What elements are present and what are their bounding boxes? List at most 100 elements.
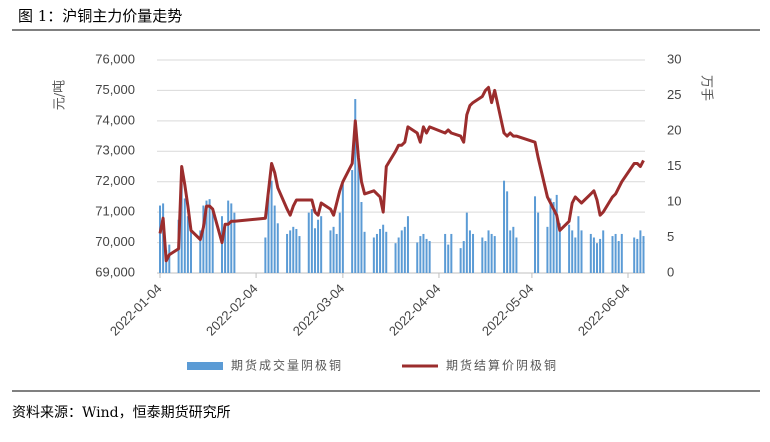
bar	[462, 241, 465, 273]
bar	[447, 244, 450, 273]
bar	[558, 223, 561, 273]
bar	[351, 170, 354, 273]
bar	[338, 212, 341, 273]
bar	[394, 243, 397, 273]
bar	[341, 184, 344, 273]
y-tick-label: 71,000	[95, 204, 135, 219]
bar	[320, 216, 323, 273]
bar	[425, 238, 428, 273]
bar	[468, 230, 471, 273]
bar	[577, 216, 580, 273]
bar	[419, 236, 422, 273]
bar	[168, 244, 171, 273]
bar	[406, 216, 409, 273]
bar	[286, 233, 289, 273]
bar	[503, 180, 506, 273]
bar	[599, 238, 602, 273]
bar	[534, 196, 537, 273]
bar	[211, 209, 214, 273]
bar	[400, 230, 403, 273]
bar	[490, 233, 493, 273]
bar	[397, 237, 400, 273]
price-line	[158, 85, 645, 263]
bar	[472, 233, 475, 273]
y-tick-label: 76,000	[95, 51, 135, 66]
y-tick-label: 69,000	[95, 264, 135, 279]
bar	[580, 230, 583, 273]
legend-swatch	[187, 362, 223, 370]
bar	[267, 191, 270, 273]
bar	[202, 205, 205, 273]
bar	[484, 241, 487, 273]
bar	[642, 236, 645, 273]
bar	[537, 212, 540, 273]
legend-label: 期货结算价阴极铜	[446, 358, 558, 373]
bar	[329, 230, 332, 273]
bar	[332, 226, 335, 273]
y-tick-label: 75,000	[95, 82, 135, 97]
bar	[295, 228, 298, 273]
bar	[620, 233, 623, 273]
bar	[465, 212, 468, 273]
bar	[509, 230, 512, 273]
bar	[589, 233, 592, 273]
bar	[379, 228, 382, 273]
x-tick-label: 2022-04-04	[386, 281, 444, 339]
bar	[220, 216, 223, 273]
bar	[574, 237, 577, 273]
chart-title: 图 1：沪铜主力价量走势	[18, 7, 182, 25]
bar	[487, 230, 490, 273]
bar	[571, 230, 574, 273]
y-tick-label: 73,000	[95, 143, 135, 158]
bar	[617, 241, 620, 273]
bar	[375, 233, 378, 273]
y2-tick-label: 25	[667, 87, 681, 102]
bar	[515, 237, 518, 273]
bar	[363, 231, 366, 273]
y2-axis-label: 万手	[699, 75, 714, 101]
bar	[317, 219, 320, 273]
bar	[270, 180, 273, 273]
bar	[276, 223, 279, 273]
bar	[298, 236, 301, 273]
bar	[233, 212, 236, 273]
bar	[292, 226, 295, 273]
bar	[639, 230, 642, 273]
x-tick-label: 2022-02-04	[203, 281, 261, 339]
bar	[549, 198, 552, 273]
bar	[230, 203, 233, 273]
bar	[592, 237, 595, 273]
bar	[512, 226, 515, 273]
bar	[382, 224, 385, 273]
bar	[568, 224, 571, 273]
legend-label: 期货成交量阴极铜	[231, 358, 343, 373]
bar	[189, 226, 192, 273]
bar	[335, 233, 338, 273]
bar	[264, 237, 267, 273]
bar	[444, 233, 447, 273]
bar	[416, 242, 419, 273]
bar	[450, 233, 453, 273]
y-tick-label: 70,000	[95, 234, 135, 249]
x-tick-label: 2022-01-04	[107, 281, 165, 339]
x-tick-label: 2022-05-04	[479, 281, 537, 339]
bar	[602, 230, 605, 273]
bar	[289, 230, 292, 273]
y-tick-label: 74,000	[95, 112, 135, 127]
y-axis-label: 元/吨	[53, 80, 68, 110]
bar	[199, 230, 202, 273]
bar	[205, 200, 208, 273]
bar	[186, 216, 189, 273]
bar	[493, 236, 496, 273]
bar	[428, 241, 431, 273]
bar	[307, 212, 310, 273]
bar	[180, 183, 183, 273]
bar	[552, 202, 555, 273]
bar	[459, 248, 462, 273]
bar	[546, 226, 549, 273]
bar	[506, 191, 509, 273]
y2-tick-label: 10	[667, 193, 681, 208]
bar	[159, 205, 161, 273]
source: 资料来源：Wind，恒泰期货研究所	[12, 404, 231, 421]
